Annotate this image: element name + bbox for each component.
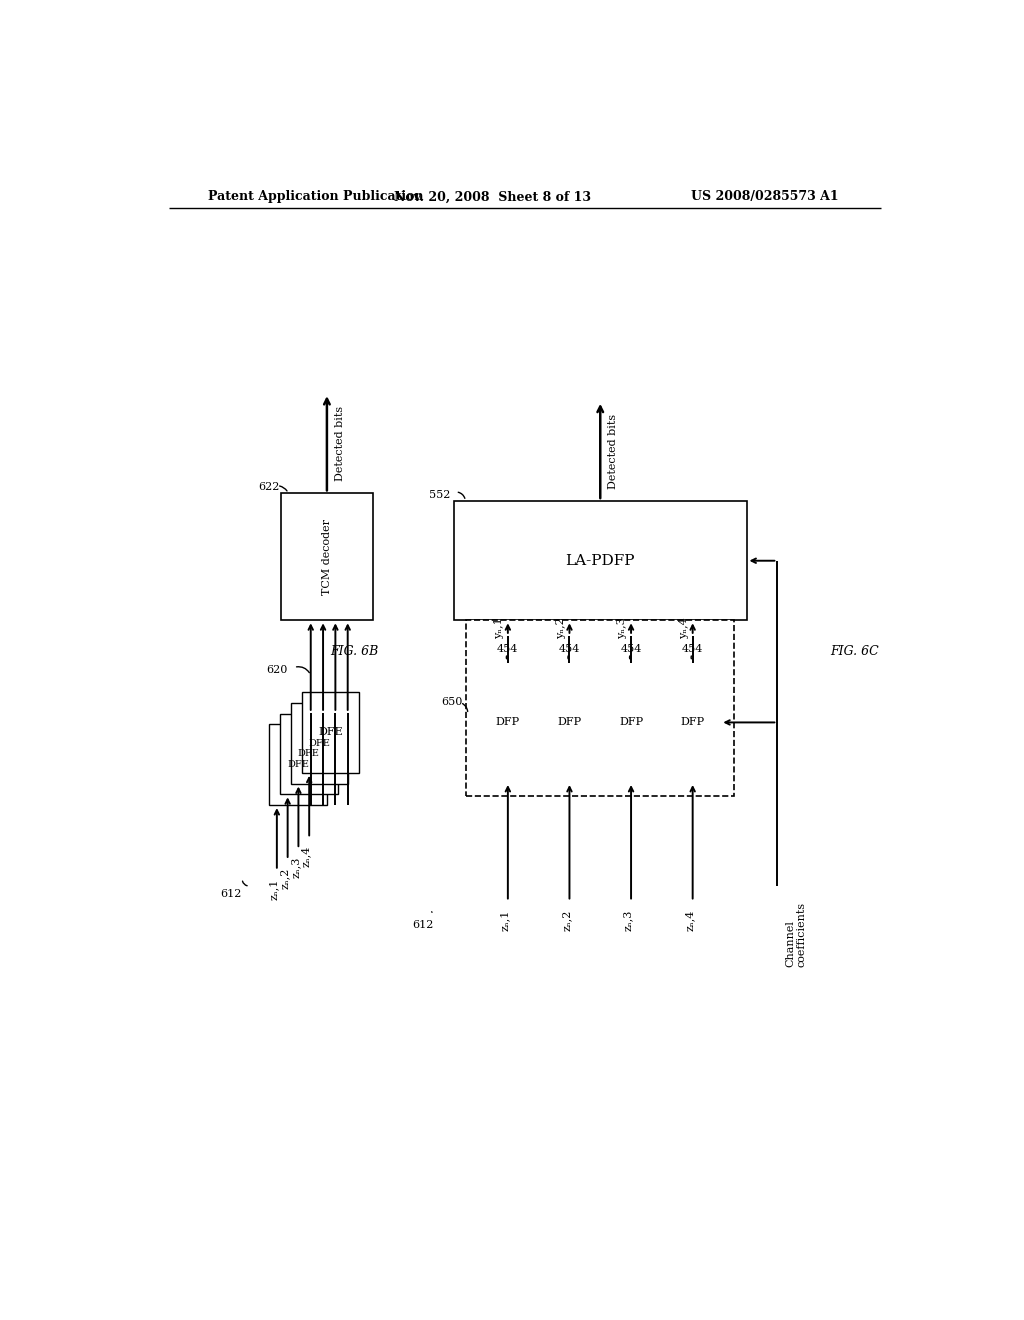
Text: zₙ,4: zₙ,4 [685, 909, 694, 931]
Text: 620: 620 [266, 665, 288, 675]
Text: DFE: DFE [298, 750, 319, 759]
Text: DFP: DFP [681, 718, 705, 727]
Text: Detected bits: Detected bits [608, 413, 617, 488]
Text: TCM decoder: TCM decoder [322, 519, 332, 595]
Text: US 2008/0285573 A1: US 2008/0285573 A1 [691, 190, 839, 203]
Text: DFE: DFE [308, 739, 331, 747]
Text: zₙ,3: zₙ,3 [623, 909, 633, 931]
Text: Nov. 20, 2008  Sheet 8 of 13: Nov. 20, 2008 Sheet 8 of 13 [394, 190, 591, 203]
Text: zₙ,2: zₙ,2 [280, 867, 290, 888]
Bar [542, 663, 597, 781]
Bar [480, 663, 536, 781]
Text: FIG. 6B: FIG. 6B [330, 644, 378, 657]
Bar [281, 494, 373, 620]
Text: DFP: DFP [557, 718, 582, 727]
Text: 612: 612 [413, 920, 434, 929]
Bar [603, 663, 658, 781]
Text: LA-PDFP: LA-PDFP [565, 553, 635, 568]
Text: 650: 650 [441, 697, 463, 708]
Text: yₙ,2: yₙ,2 [556, 618, 565, 639]
Text: zₙ,1: zₙ,1 [268, 878, 279, 900]
Text: DFE: DFE [287, 760, 309, 770]
Bar [301, 692, 359, 774]
Text: DFP: DFP [496, 718, 520, 727]
Text: 454: 454 [498, 644, 518, 653]
Text: 552: 552 [429, 490, 451, 500]
Text: DFE: DFE [318, 727, 343, 738]
Bar [269, 725, 327, 805]
Text: 454: 454 [621, 644, 642, 653]
Text: zₙ,4: zₙ,4 [301, 846, 311, 867]
Bar [466, 619, 734, 796]
Text: 612: 612 [220, 888, 242, 899]
Text: 454: 454 [559, 644, 581, 653]
Bar [665, 663, 720, 781]
Text: zₙ,3: zₙ,3 [291, 857, 300, 878]
Text: DFP: DFP [618, 718, 643, 727]
Bar [454, 502, 746, 620]
Text: Patent Application Publication: Patent Application Publication [208, 190, 423, 203]
Text: zₙ,2: zₙ,2 [561, 909, 571, 931]
Text: Detected bits: Detected bits [335, 405, 345, 480]
Bar [280, 714, 338, 795]
Text: zₙ,1: zₙ,1 [500, 909, 510, 931]
Text: yₙ,1: yₙ,1 [494, 618, 504, 639]
Text: yₙ,4: yₙ,4 [679, 618, 689, 639]
Text: FIG. 6C: FIG. 6C [830, 644, 879, 657]
Text: yₙ,3: yₙ,3 [617, 618, 628, 639]
Text: 622: 622 [258, 482, 280, 492]
Text: Channel
coefficients: Channel coefficients [785, 902, 807, 966]
Bar [291, 702, 348, 784]
Text: 454: 454 [682, 644, 703, 653]
